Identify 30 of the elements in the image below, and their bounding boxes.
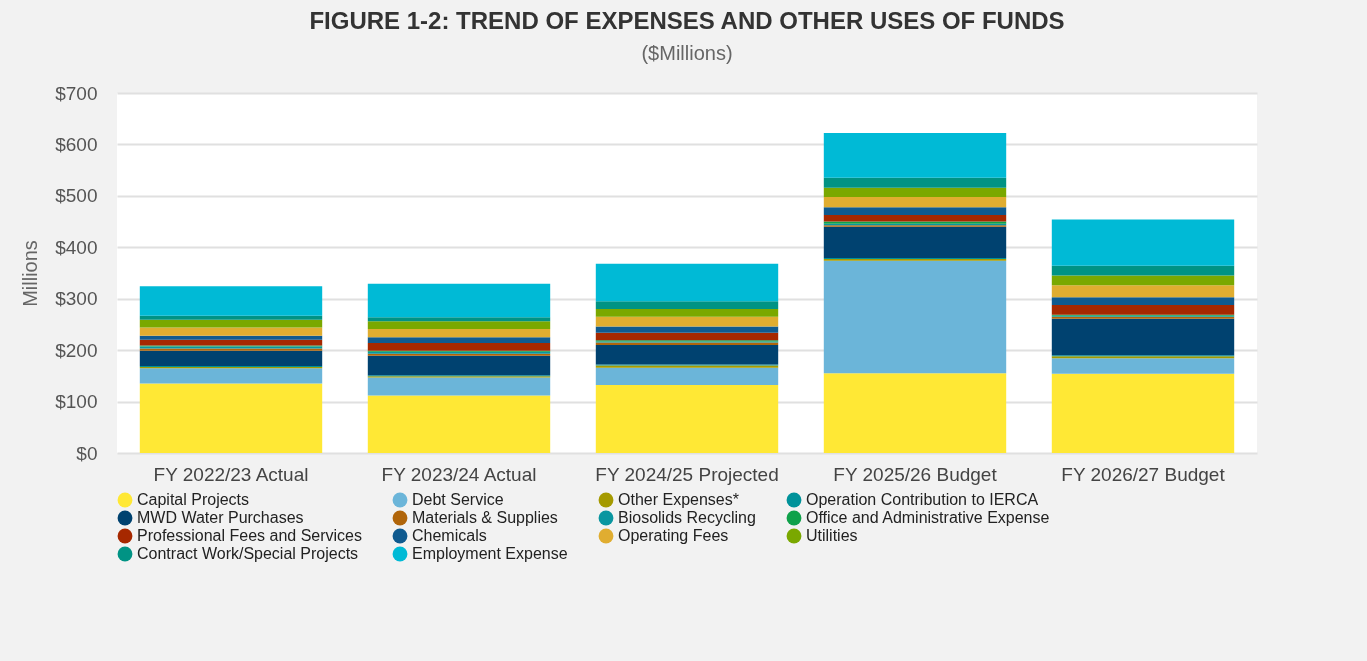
legend-label: Biosolids Recycling — [618, 509, 756, 526]
y-tick-label: $500 — [55, 185, 98, 207]
legend-label: Contract Work/Special Projects — [137, 545, 359, 562]
y-tick-label: $600 — [55, 133, 98, 155]
legend-label: Operating Fees — [618, 527, 729, 544]
legend-label: Professional Fees and Services — [137, 527, 362, 544]
chart-subtitle: ($Millions) — [641, 42, 733, 64]
legend-label: Materials & Supplies — [412, 509, 558, 526]
x-tick-label: FY 2025/26 Budget — [833, 463, 998, 485]
y-tick-label: $0 — [76, 442, 98, 464]
y-tick-label: $300 — [55, 288, 98, 310]
legend-label: Office and Administrative Expense — [806, 509, 1050, 526]
legend-label: Operation Contribution to IERCA — [806, 491, 1039, 508]
legend-label: MWD Water Purchases — [137, 509, 304, 526]
x-tick-label: FY 2024/25 Projected — [595, 463, 779, 485]
legend-label: Other Expenses* — [618, 491, 739, 508]
y-axis-title: Millions — [19, 240, 42, 307]
y-tick-label: $100 — [55, 391, 98, 413]
y-tick-label: $700 — [55, 82, 98, 104]
y-tick-label: $400 — [55, 236, 98, 258]
y-tick-label: $200 — [55, 339, 98, 361]
x-tick-label: FY 2026/27 Budget — [1061, 463, 1226, 485]
x-tick-label: FY 2023/24 Actual — [381, 463, 537, 485]
legend-label: Debt Service — [412, 491, 504, 508]
chart-title: FIGURE 1-2: TREND OF EXPENSES AND OTHER USES OF FUNDS — [309, 7, 1065, 34]
legend-label: Utilities — [806, 527, 858, 544]
legend-label: Employment Expense — [412, 545, 568, 562]
legend-label: Chemicals — [412, 527, 487, 544]
legend-label: Capital Projects — [137, 491, 250, 508]
x-tick-label: FY 2022/23 Actual — [153, 463, 309, 485]
